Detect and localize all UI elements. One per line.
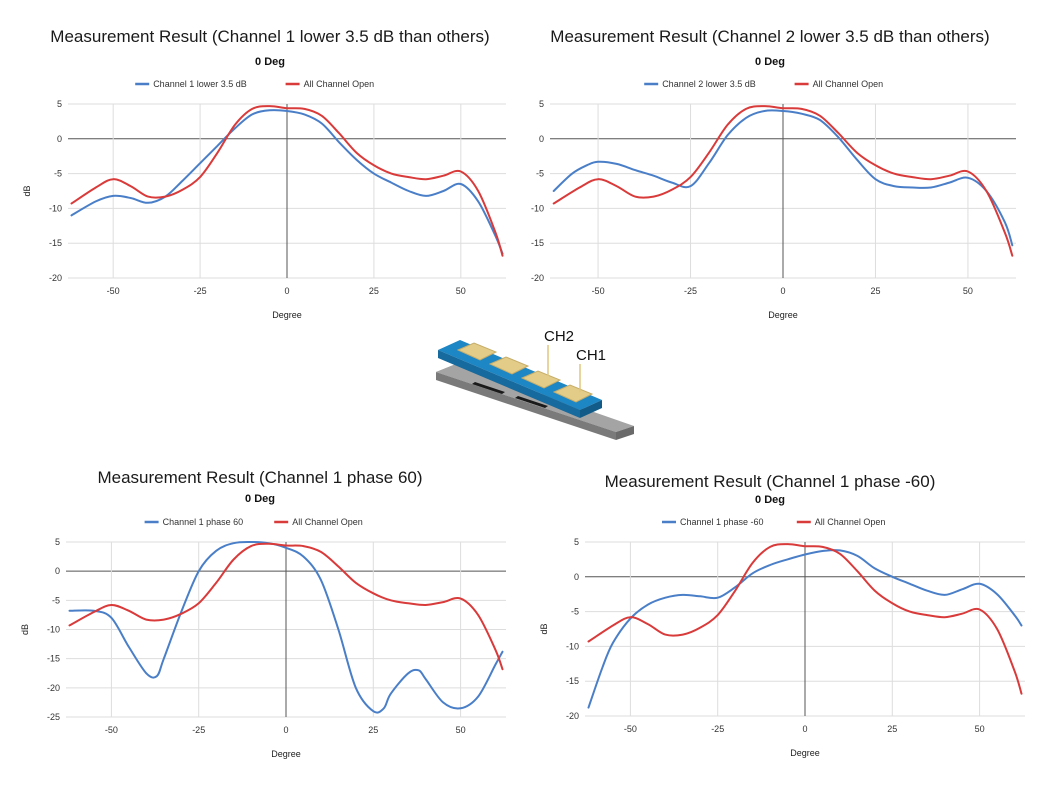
legend-label: Channel 1 phase -60 xyxy=(680,517,764,527)
y-tick-label: -20 xyxy=(566,711,579,721)
y-tick-label: -5 xyxy=(54,169,62,179)
x-axis-label: Degree xyxy=(272,310,302,320)
chart-title: Measurement Result (Channel 1 phase -60) xyxy=(604,472,936,491)
x-tick-label: -50 xyxy=(592,286,605,296)
antenna-board-illustration xyxy=(436,340,634,440)
y-tick-label: -5 xyxy=(571,607,579,617)
y-axis-label: dB xyxy=(539,623,549,634)
series-line-all-channel-open xyxy=(587,543,1023,695)
y-tick-label: -5 xyxy=(52,595,60,605)
y-tick-label: -20 xyxy=(47,683,60,693)
series-line-primary xyxy=(70,109,504,255)
chart-title: Measurement Result (Channel 1 lower 3.5 … xyxy=(50,27,490,46)
x-axis-label: Degree xyxy=(271,749,301,759)
x-tick-label: 25 xyxy=(870,286,880,296)
y-tick-label: -15 xyxy=(47,654,60,664)
chart-subtitle: 0 Deg xyxy=(755,494,785,506)
series-line-primary xyxy=(587,549,1023,709)
antenna-pad xyxy=(520,370,562,389)
chart-title: Measurement Result (Channel 1 phase 60) xyxy=(97,468,423,487)
y-tick-label: -25 xyxy=(47,712,60,722)
legend: Channel 2 lower 3.5 dB All Channel Open xyxy=(644,79,883,89)
y-tick-label: -20 xyxy=(531,273,544,283)
x-tick-label: 50 xyxy=(456,286,466,296)
connector xyxy=(515,396,548,408)
chart-panel-1: Measurement Result (Channel 1 lower 3.5 … xyxy=(0,0,540,330)
y-tick-label: 0 xyxy=(539,134,544,144)
y-tick-label: 0 xyxy=(55,566,60,576)
x-axis-label: Degree xyxy=(768,310,798,320)
y-axis-label: dB xyxy=(20,624,30,635)
x-tick-label: 25 xyxy=(368,725,378,735)
x-tick-label: 50 xyxy=(975,724,985,734)
x-axis-label: Degree xyxy=(790,748,820,758)
antenna-board-diagram: CH2 CH1 xyxy=(420,320,640,460)
x-tick-label: 0 xyxy=(284,286,289,296)
y-axis-label: dB xyxy=(22,185,32,196)
y-tick-label: 5 xyxy=(574,537,579,547)
x-tick-label: -25 xyxy=(192,725,205,735)
x-tick-label: -50 xyxy=(107,286,120,296)
base-plate xyxy=(436,372,616,440)
x-tick-label: 50 xyxy=(456,725,466,735)
y-tick-label: 5 xyxy=(55,537,60,547)
y-tick-label: -10 xyxy=(531,203,544,213)
y-tick-label: 5 xyxy=(539,99,544,109)
y-tick-label: -20 xyxy=(49,273,62,283)
legend: Channel 1 phase 60 All Channel Open xyxy=(144,517,363,527)
x-tick-label: -50 xyxy=(624,724,637,734)
x-tick-label: -50 xyxy=(105,725,118,735)
connector xyxy=(472,382,505,394)
series-line-all-channel-open xyxy=(70,105,504,257)
y-tick-label: 0 xyxy=(574,572,579,582)
legend: Channel 1 lower 3.5 dB All Channel Open xyxy=(135,79,374,89)
ch2-label: CH2 xyxy=(544,328,575,345)
x-tick-label: -25 xyxy=(194,286,207,296)
chart-panel-3: Measurement Result (Channel 1 phase 60) … xyxy=(0,460,530,791)
chart-subtitle: 0 Deg xyxy=(255,56,285,68)
series-line-primary xyxy=(552,109,1014,247)
x-tick-label: -25 xyxy=(711,724,724,734)
antenna-pad xyxy=(456,342,498,361)
chart-subtitle: 0 Deg xyxy=(755,56,785,68)
y-tick-label: 5 xyxy=(57,99,62,109)
x-tick-label: 0 xyxy=(780,286,785,296)
chart-panel-4: Measurement Result (Channel 1 phase -60)… xyxy=(520,460,1040,791)
ch1-label: CH1 xyxy=(576,347,607,364)
legend-label: All Channel Open xyxy=(292,517,363,527)
x-tick-label: -25 xyxy=(684,286,697,296)
series-line-primary xyxy=(68,540,504,714)
legend-label: All Channel Open xyxy=(813,79,884,89)
chart-svg: 50-5-10-15-20-50-2502550DegreedBChannel … xyxy=(531,79,1016,320)
legend: Channel 1 phase -60 All Channel Open xyxy=(662,517,885,527)
legend-label: Channel 1 phase 60 xyxy=(163,517,244,527)
x-tick-label: 50 xyxy=(963,286,973,296)
series-line-all-channel-open xyxy=(68,542,504,671)
x-tick-label: 25 xyxy=(887,724,897,734)
chart-panel-2: Measurement Result (Channel 2 lower 3.5 … xyxy=(520,0,1040,330)
y-tick-label: -15 xyxy=(49,238,62,248)
chart-svg: 50-5-10-15-20-25-50 -25 0 25 50DegreedBChann… xyxy=(20,517,506,759)
chart-subtitle: 0 Deg xyxy=(245,493,275,505)
y-tick-label: -10 xyxy=(47,625,60,635)
antenna-pad xyxy=(552,384,594,403)
y-tick-label: -15 xyxy=(566,676,579,686)
y-tick-label: 0 xyxy=(57,134,62,144)
y-tick-label: -15 xyxy=(531,238,544,248)
antenna-pad xyxy=(488,356,530,375)
y-tick-label: -10 xyxy=(566,641,579,651)
legend-label: Channel 1 lower 3.5 dB xyxy=(153,79,247,89)
legend-label: All Channel Open xyxy=(815,517,886,527)
legend-label: All Channel Open xyxy=(304,79,375,89)
y-tick-label: -5 xyxy=(536,169,544,179)
x-tick-label: 0 xyxy=(283,725,288,735)
x-tick-label: 0 xyxy=(802,724,807,734)
series-line-all-channel-open xyxy=(552,105,1014,257)
y-tick-label: -10 xyxy=(49,203,62,213)
chart-title: Measurement Result (Channel 2 lower 3.5 … xyxy=(550,27,990,46)
legend-label: Channel 2 lower 3.5 dB xyxy=(662,79,756,89)
x-tick-label: 25 xyxy=(369,286,379,296)
